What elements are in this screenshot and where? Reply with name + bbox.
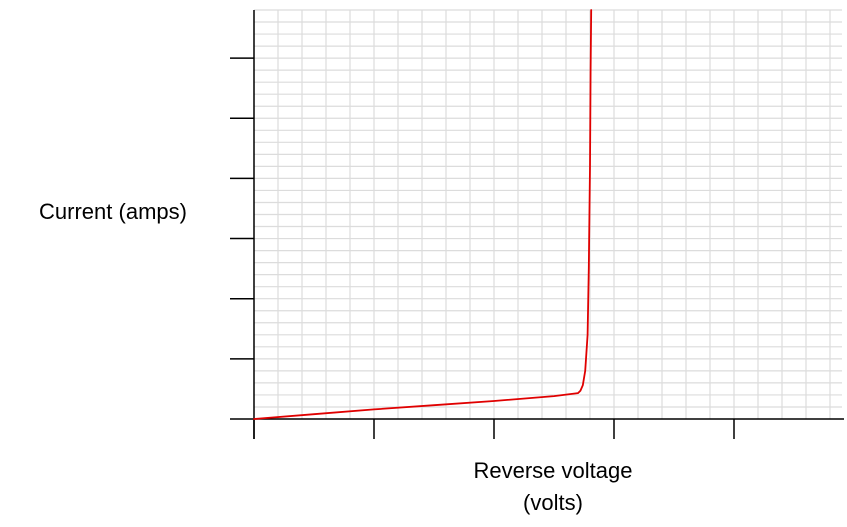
axes bbox=[230, 10, 844, 439]
x-axis-label-line2: (volts) bbox=[523, 490, 583, 515]
y-axis-label: Current (amps) bbox=[39, 199, 187, 224]
x-axis-label-line1: Reverse voltage bbox=[474, 458, 633, 483]
grid bbox=[254, 9, 842, 419]
series bbox=[253, 9, 593, 420]
series-line bbox=[253, 9, 593, 420]
ticks bbox=[230, 57, 735, 439]
